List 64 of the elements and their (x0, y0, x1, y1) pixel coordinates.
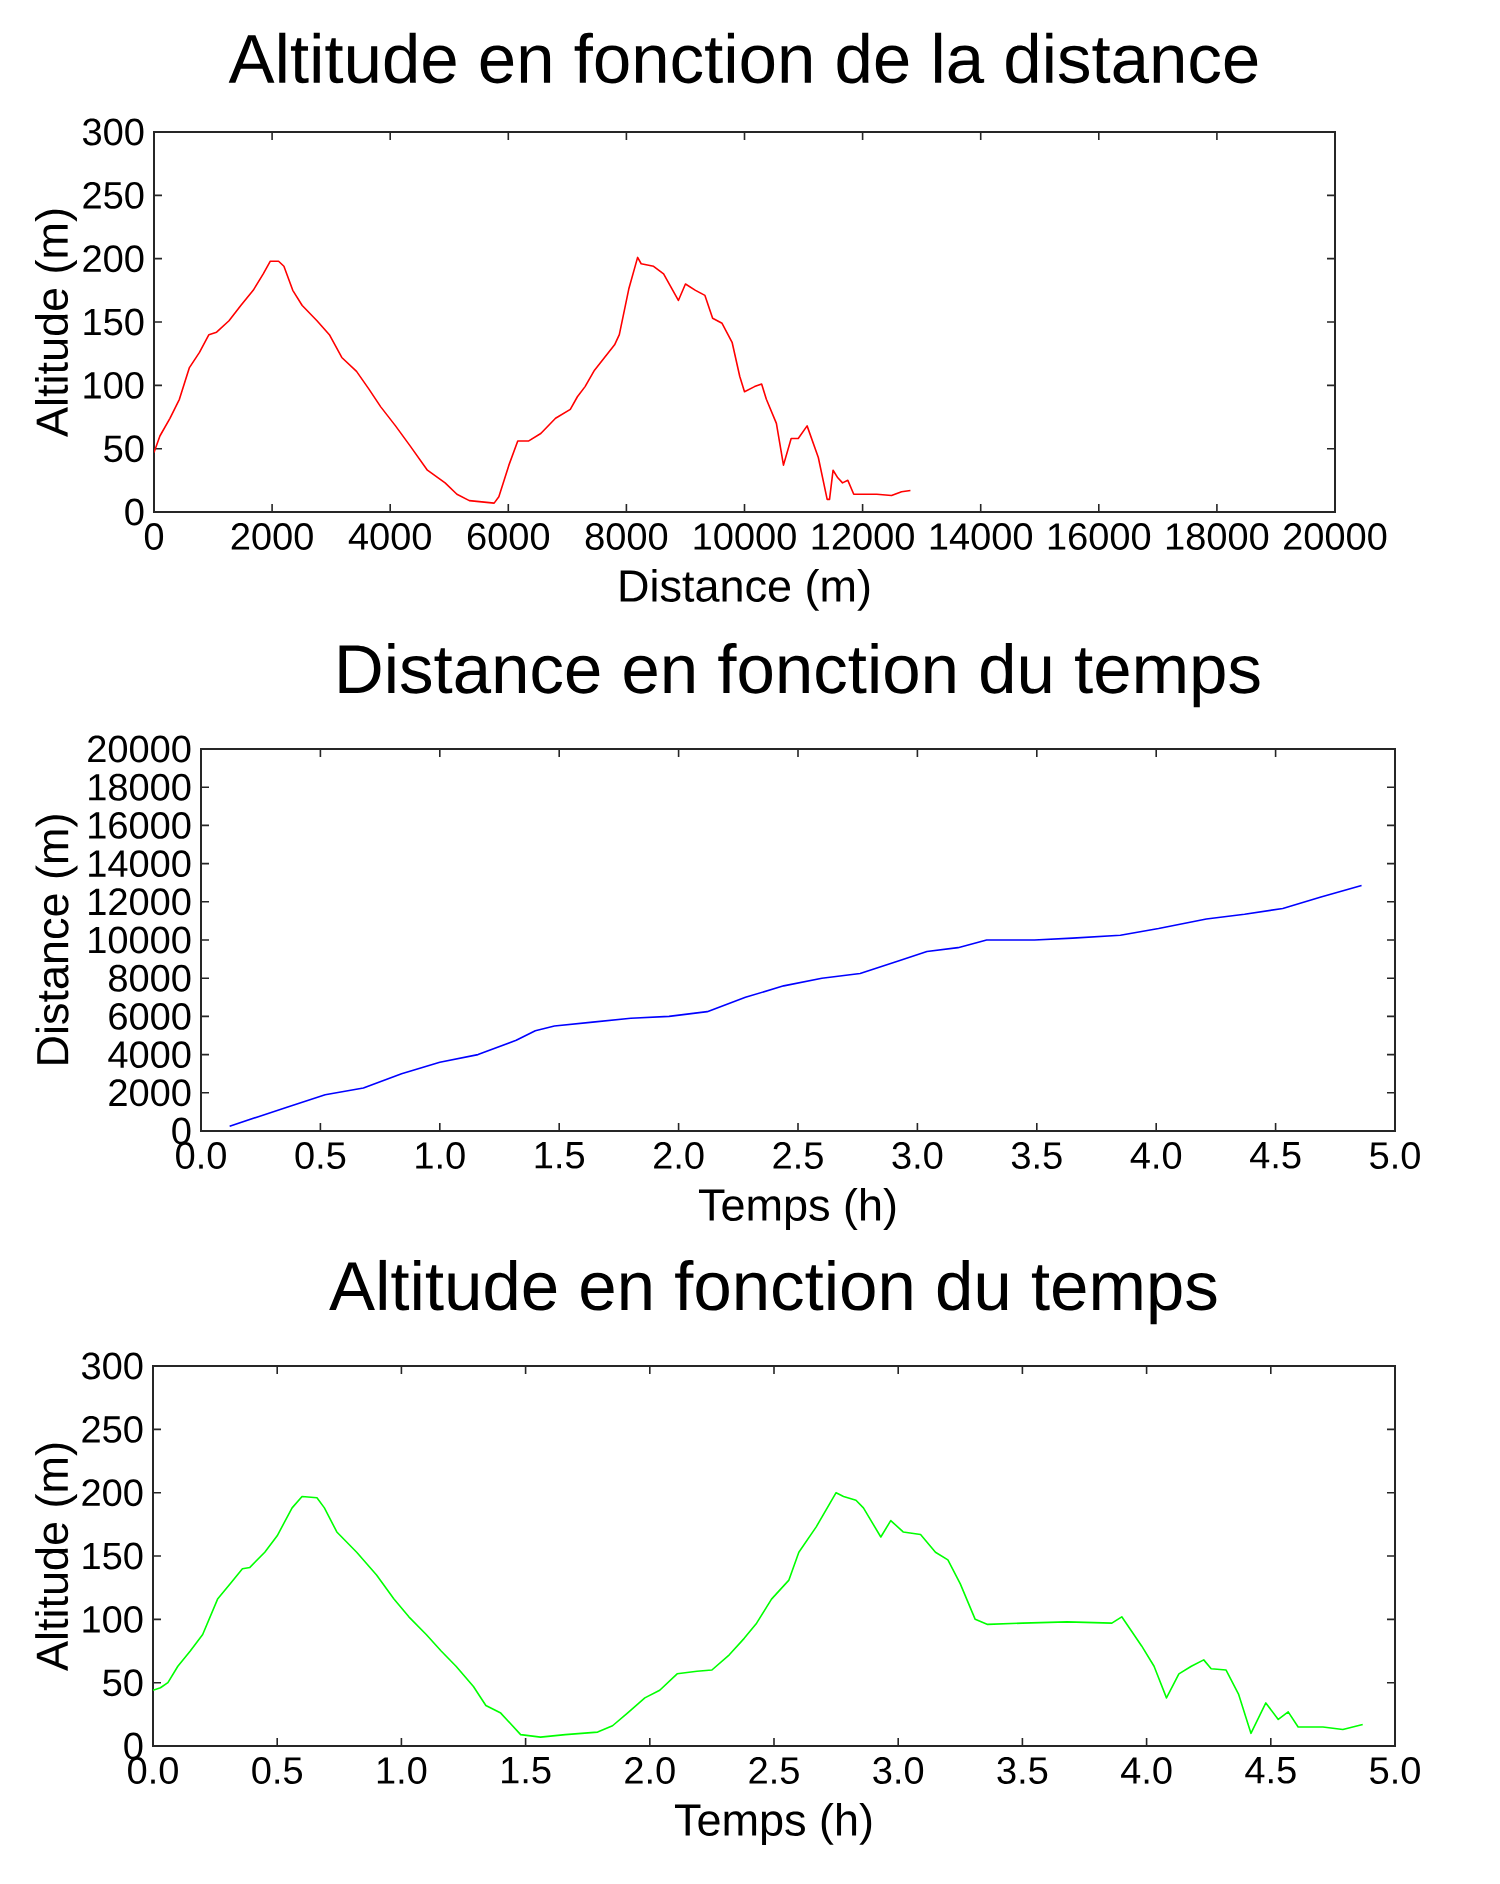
x-tick-label: 2.5 (773, 1142, 823, 1169)
x-tick-label: 20000 (1284, 523, 1387, 550)
x-tick-label: 0.5 (252, 1757, 303, 1784)
y-tick-label: 200 (82, 1479, 143, 1507)
x-tick-label: 16000 (1048, 523, 1151, 550)
chart-title: Altitude en fonction de la distance (228, 32, 1258, 84)
y-tick-label: 100 (83, 1605, 143, 1633)
x-tick-label: 5.0 (1370, 1757, 1420, 1784)
chart-title: Distance en fonction du temps (339, 642, 1260, 708)
x-tick-label: 4000 (348, 523, 431, 550)
x-tick-label: 4.0 (1130, 1142, 1182, 1169)
x-tick-label: 4.5 (1250, 1142, 1301, 1169)
x-tick-label: 3.0 (892, 1142, 943, 1169)
y-tick-label: 14000 (89, 850, 191, 878)
x-axis-title: Temps (h) (674, 1802, 872, 1845)
x-tick-label: 3.5 (1011, 1142, 1062, 1169)
y-tick-label: 200 (83, 245, 144, 273)
x-tick-label: 8000 (585, 523, 668, 550)
x-axis-title: Distance (m) (620, 568, 870, 611)
x-tick-label: 4.5 (1245, 1757, 1296, 1784)
y-tick-label: 250 (82, 1415, 143, 1443)
y-tick-label: 2000 (109, 1079, 191, 1107)
line-series (153, 1491, 1364, 1738)
x-tick-label: 2000 (231, 523, 313, 550)
y-tick-label: 18000 (89, 773, 191, 801)
y-tick-label: 12000 (89, 888, 191, 916)
y-axis-title: Altitude (m) (35, 1443, 78, 1671)
x-tick-label: 2.0 (625, 1757, 675, 1784)
x-tick-label: 10000 (694, 523, 796, 550)
y-axis-title: Distance (m) (35, 815, 78, 1064)
x-tick-label: 1.0 (377, 1757, 427, 1784)
x-tick-label: 5.0 (1370, 1142, 1420, 1169)
y-tick-label: 4000 (108, 1041, 191, 1069)
y-tick-label: 100 (84, 371, 144, 399)
x-tick-label: 12000 (812, 523, 914, 550)
y-tick-label: 20000 (88, 735, 191, 763)
x-tick-label: 1.5 (502, 1757, 551, 1784)
y-tick-label: 150 (83, 1542, 143, 1570)
x-axis-title: Temps (h) (698, 1187, 896, 1230)
y-tick-label: 50 (104, 435, 144, 463)
x-tick-label: 4.0 (1121, 1757, 1172, 1784)
x-tick-label: 3.0 (873, 1757, 924, 1784)
y-tick-label: 300 (81, 1352, 143, 1380)
y-tick-label: 6000 (109, 1002, 191, 1030)
x-tick-label: 2.0 (654, 1142, 704, 1169)
chart-title: Altitude en fonction du temps (329, 1259, 1217, 1325)
y-tick-label: 10000 (89, 926, 191, 954)
x-tick-label: 1.5 (535, 1142, 585, 1169)
y-tick-label: 8000 (109, 964, 191, 992)
y-axis-title: Altitude (m) (35, 209, 77, 437)
y-tick-label: 50 (103, 1669, 143, 1697)
x-tick-label: 0.5 (295, 1142, 346, 1169)
x-tick-label: 1.0 (416, 1142, 465, 1169)
y-tick-label: 0 (125, 498, 144, 526)
x-tick-label: 14000 (930, 523, 1033, 550)
x-tick-label: 6000 (467, 523, 550, 550)
x-tick-label: 3.5 (997, 1757, 1048, 1784)
y-tick-label: 250 (83, 181, 144, 209)
line-series (228, 884, 1363, 1128)
y-tick-label: 16000 (89, 811, 191, 839)
x-tick-label: 18000 (1166, 523, 1269, 550)
y-tick-label: 300 (82, 118, 144, 146)
x-tick-label: 2.5 (749, 1757, 799, 1784)
y-tick-label: 150 (84, 308, 144, 336)
